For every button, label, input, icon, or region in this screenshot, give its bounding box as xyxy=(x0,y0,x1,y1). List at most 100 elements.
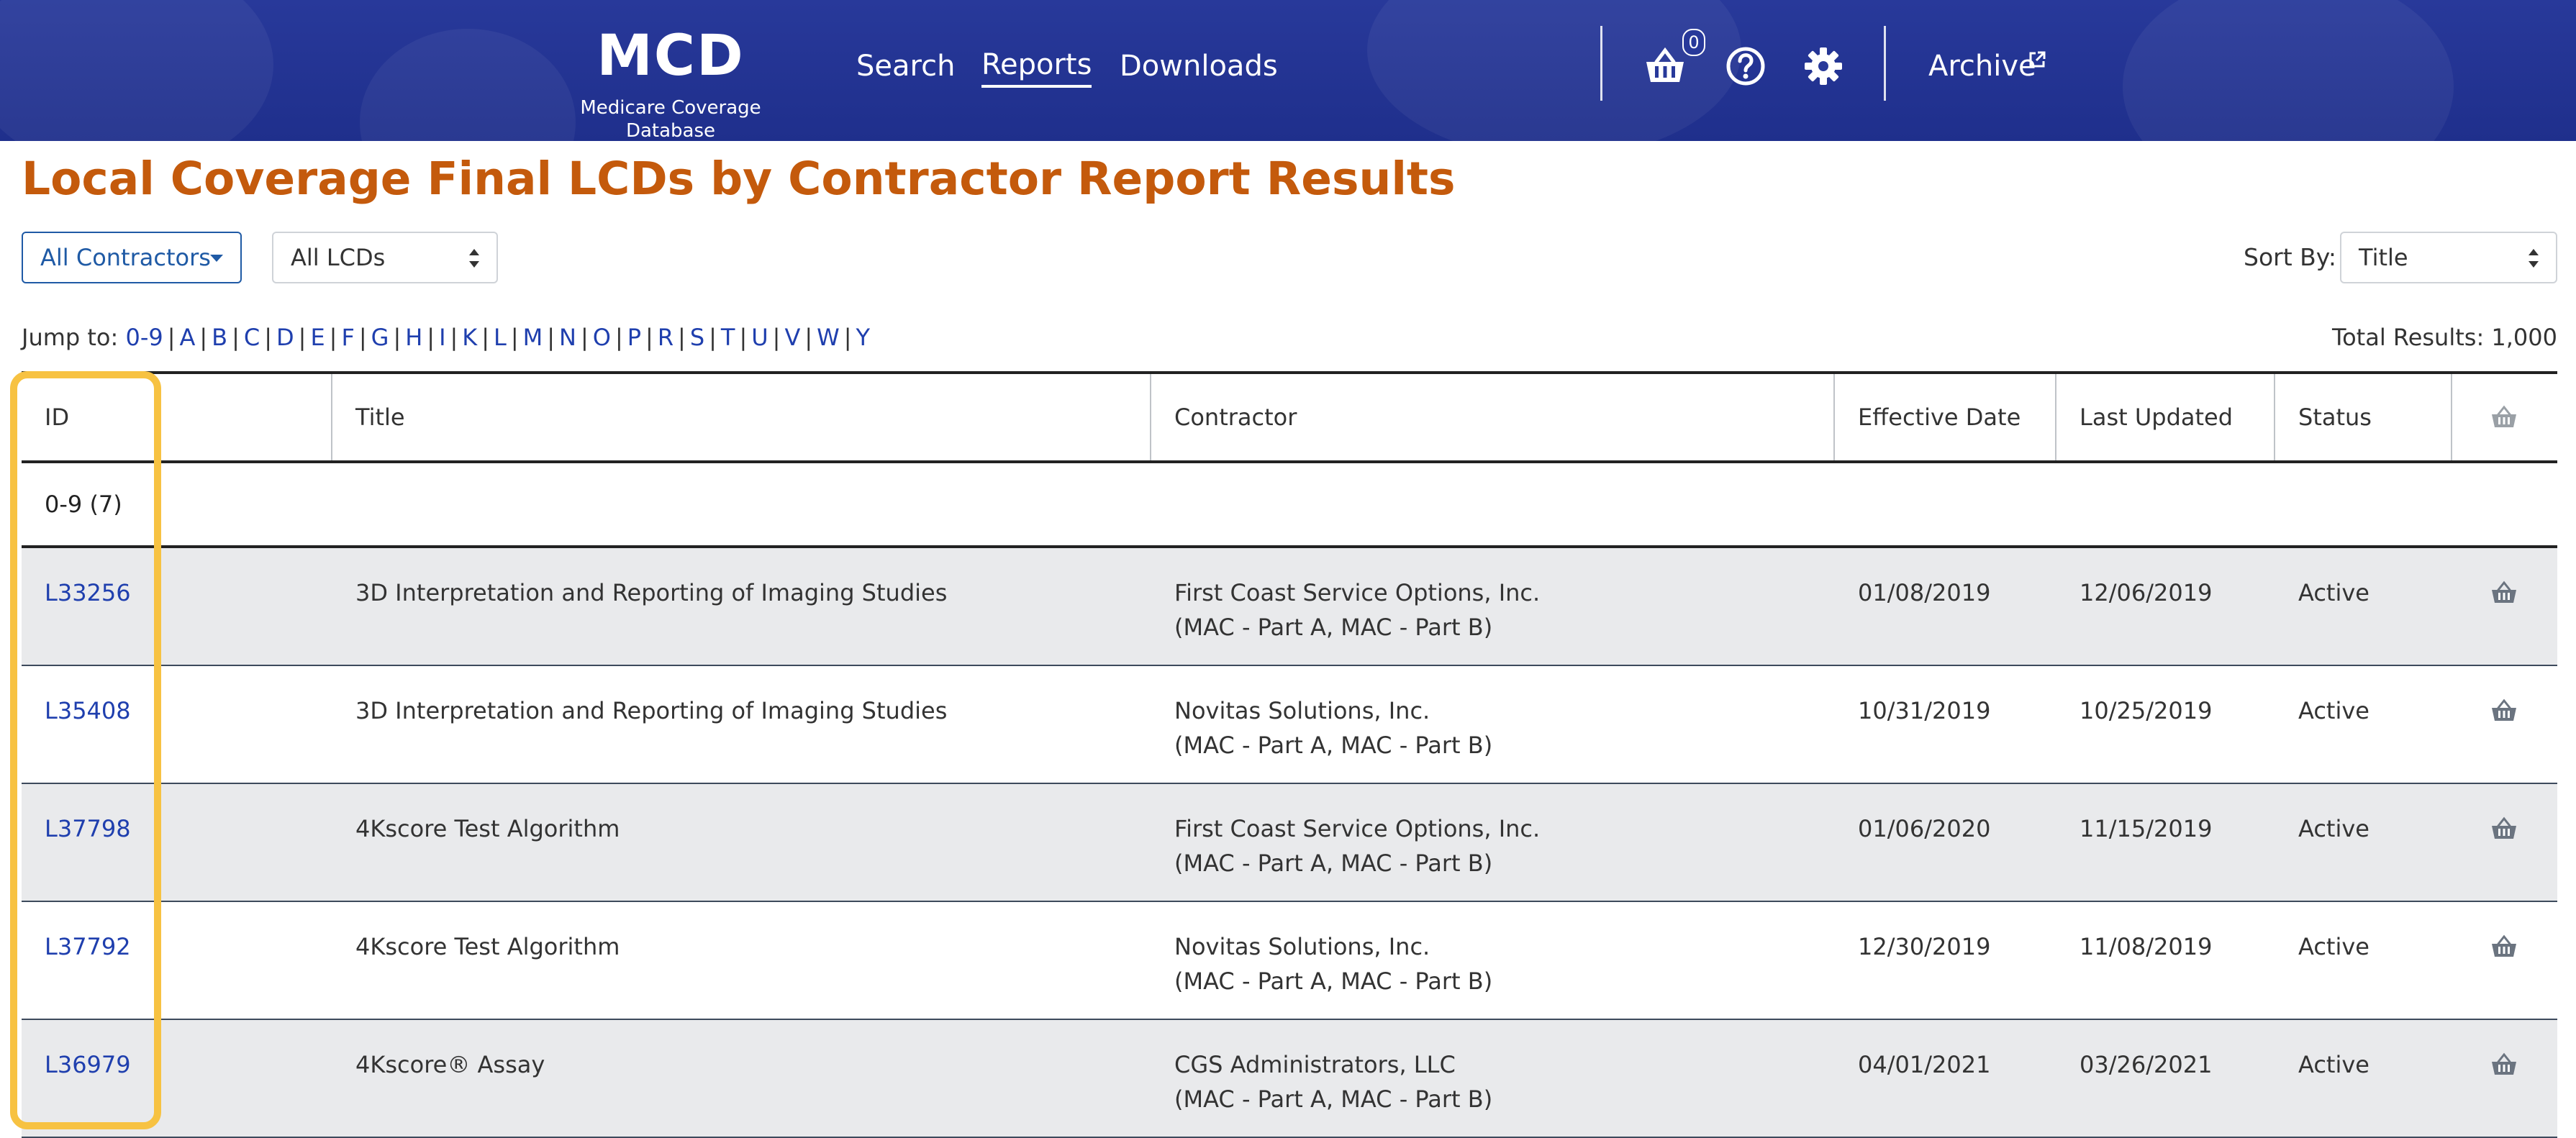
jump-separator: | xyxy=(232,324,240,351)
jump-link-o[interactable]: O xyxy=(592,324,611,351)
lcd-id-link[interactable]: L37792 xyxy=(45,933,131,960)
nav-search[interactable]: Search xyxy=(856,50,956,83)
column-header-title[interactable]: Title xyxy=(355,404,405,431)
page-title: Local Coverage Final LCDs by Contractor … xyxy=(22,153,1456,205)
sort-select-value: Title xyxy=(2359,244,2408,271)
column-header-contractor[interactable]: Contractor xyxy=(1174,404,1297,431)
jump-link-g[interactable]: G xyxy=(371,324,389,351)
lcd-select[interactable]: All LCDs xyxy=(272,232,498,283)
mcd-logo[interactable]: MCD Medicare Coverage Database xyxy=(541,20,800,141)
column-header-effective-date[interactable]: Effective Date xyxy=(1858,404,2021,431)
jump-link-h[interactable]: H xyxy=(405,324,423,351)
jump-separator: | xyxy=(481,324,490,351)
cart-count-badge: 0 xyxy=(1682,29,1705,56)
table-header: ID Title Contractor Effective Date Last … xyxy=(22,371,2557,463)
contractor-type: (MAC - Part A, MAC - Part B) xyxy=(1174,1085,1493,1113)
status-cell: Active xyxy=(2298,579,2369,606)
jump-link-l[interactable]: L xyxy=(494,324,507,351)
last-updated-cell: 10/25/2019 xyxy=(2080,697,2213,724)
contractor-cell: Novitas Solutions, Inc. (MAC - Part A, MA… xyxy=(1174,693,1492,763)
status-cell: Active xyxy=(2298,697,2369,724)
last-updated-cell: 03/26/2021 xyxy=(2080,1051,2213,1078)
effective-date-cell: 04/01/2021 xyxy=(1858,1051,1991,1078)
id-cell: L37798 xyxy=(45,811,131,846)
contractor-name: Novitas Solutions, Inc. xyxy=(1174,697,1430,724)
effective-date-cell: 12/30/2019 xyxy=(1858,933,1991,960)
contractor-name: First Coast Service Options, Inc. xyxy=(1174,815,1541,842)
jump-separator: | xyxy=(298,324,307,351)
lcd-id-link[interactable]: L33256 xyxy=(45,579,131,606)
title-cell: 3D Interpretation and Reporting of Imagi… xyxy=(355,579,948,606)
jump-separator: | xyxy=(678,324,686,351)
jump-separator: | xyxy=(510,324,519,351)
jump-link-k[interactable]: K xyxy=(462,324,478,351)
column-header-last-updated[interactable]: Last Updated xyxy=(2080,404,2233,431)
header-divider xyxy=(1600,26,1602,101)
sort-select[interactable]: Title xyxy=(2340,232,2557,283)
jump-link-a[interactable]: A xyxy=(179,324,196,351)
jump-link-p[interactable]: P xyxy=(627,324,642,351)
nav-downloads[interactable]: Downloads xyxy=(1120,50,1278,83)
title-cell: 3D Interpretation and Reporting of Imagi… xyxy=(355,697,948,724)
lcd-id-link[interactable]: L36979 xyxy=(45,1051,131,1078)
add-to-basket-icon[interactable] xyxy=(2490,1052,2518,1078)
jump-link-w[interactable]: W xyxy=(817,324,840,351)
gear-icon[interactable] xyxy=(1800,43,1846,89)
help-icon[interactable] xyxy=(1723,43,1769,89)
contractor-cell: First Coast Service Options, Inc. (MAC - … xyxy=(1174,575,1540,645)
jump-separator: | xyxy=(393,324,402,351)
last-updated-cell: 11/08/2019 xyxy=(2080,933,2213,960)
header-divider xyxy=(1884,26,1886,101)
basket-icon[interactable] xyxy=(1642,43,1688,89)
table-row: L33256 3D Interpretation and Reporting of… xyxy=(22,548,2557,666)
jump-link-y[interactable]: Y xyxy=(856,324,871,351)
effective-date-cell: 01/08/2019 xyxy=(1858,579,1991,606)
contractor-cell: First Coast Service Options, Inc. (MAC - … xyxy=(1174,811,1540,880)
jump-link-u[interactable]: U xyxy=(751,324,768,351)
jump-link-v[interactable]: V xyxy=(784,324,801,351)
nav-reports[interactable]: Reports xyxy=(981,45,1092,88)
lcd-id-link[interactable]: L35408 xyxy=(45,697,131,724)
jump-link-0-9[interactable]: 0-9 xyxy=(125,324,163,351)
jump-link-d[interactable]: D xyxy=(276,324,294,351)
contractor-name: Novitas Solutions, Inc. xyxy=(1174,933,1430,960)
jump-link-b[interactable]: B xyxy=(212,324,228,351)
column-divider xyxy=(331,374,332,460)
jump-link-c[interactable]: C xyxy=(243,324,260,351)
table-row: L35408 3D Interpretation and Reporting of… xyxy=(22,666,2557,784)
column-header-id[interactable]: ID xyxy=(45,404,70,431)
add-to-basket-icon[interactable] xyxy=(2490,816,2518,842)
jump-link-r[interactable]: R xyxy=(657,324,674,351)
archive-link[interactable]: Archive xyxy=(1928,50,2036,83)
jump-link-i[interactable]: I xyxy=(439,324,446,351)
status-cell: Active xyxy=(2298,933,2369,960)
jump-separator: | xyxy=(709,324,717,351)
select-arrows-icon xyxy=(469,249,479,268)
add-to-basket-icon[interactable] xyxy=(2490,934,2518,960)
contractor-type: (MAC - Part A, MAC - Part B) xyxy=(1174,850,1493,877)
jump-link-f[interactable]: F xyxy=(341,324,355,351)
logo-subtitle: Medicare Coverage Database xyxy=(580,97,761,141)
status-cell: Active xyxy=(2298,1051,2369,1078)
jump-link-s[interactable]: S xyxy=(689,324,705,351)
jump-separator: | xyxy=(329,324,337,351)
site-header: MCD Medicare Coverage Database Search Re… xyxy=(0,0,2576,141)
jump-link-e[interactable]: E xyxy=(310,324,325,351)
jump-separator: | xyxy=(614,324,623,351)
contractor-cell: Novitas Solutions, Inc. (MAC - Part A, MA… xyxy=(1174,929,1492,998)
jump-link-m[interactable]: M xyxy=(522,324,543,351)
jump-link-n[interactable]: N xyxy=(559,324,576,351)
status-cell: Active xyxy=(2298,815,2369,842)
contractor-type: (MAC - Part A, MAC - Part B) xyxy=(1174,968,1493,995)
jump-separator: | xyxy=(199,324,208,351)
jump-link-t[interactable]: T xyxy=(720,324,735,351)
add-to-basket-icon[interactable] xyxy=(2490,580,2518,606)
header-texture xyxy=(2123,0,2454,141)
add-to-basket-icon[interactable] xyxy=(2490,698,2518,724)
all-contractors-dropdown[interactable]: All Contractors xyxy=(22,232,242,283)
logo-text: MCD xyxy=(597,24,745,88)
jump-separator: | xyxy=(427,324,435,351)
column-header-status[interactable]: Status xyxy=(2298,404,2372,431)
lcd-id-link[interactable]: L37798 xyxy=(45,815,131,842)
effective-date-cell: 01/06/2020 xyxy=(1858,815,1991,842)
